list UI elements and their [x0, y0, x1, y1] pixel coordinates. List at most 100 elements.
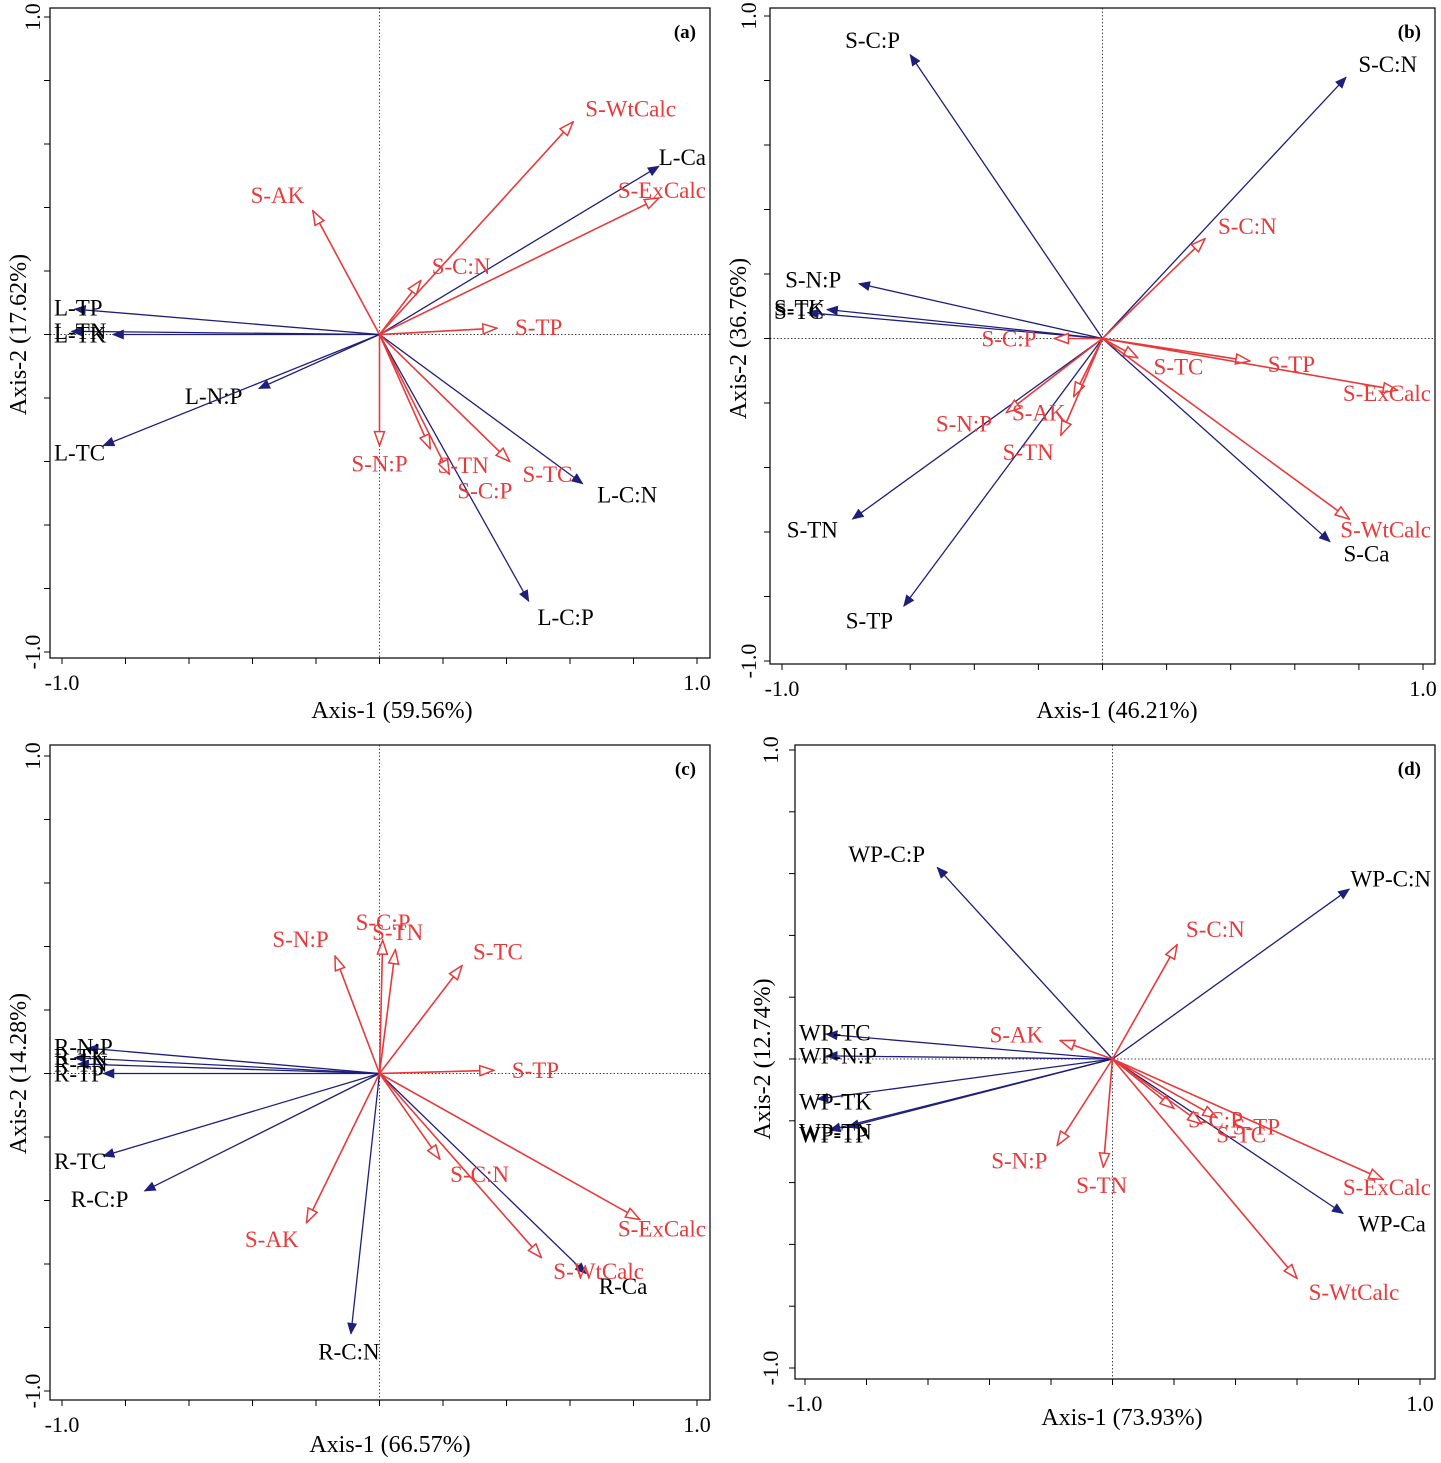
y-tick-label: 1.0 [736, 2, 761, 30]
environment-label-s-tn: S-TN [1003, 440, 1055, 465]
environment-vector-s-excalc [1102, 337, 1398, 391]
species-vector-wp-n-p [825, 1051, 1113, 1062]
environment-label-s-wtcalc: S-WtCalc [553, 1259, 644, 1284]
species-label-wp-ca: WP-Ca [1358, 1212, 1426, 1237]
environment-label-s-c-p: S-C:P [356, 910, 411, 935]
y-axis-title: Axis-2 (36.76%) [726, 258, 752, 419]
species-label-l-tc: L-TC [54, 440, 105, 465]
environment-label-s-c-n: S-C:N [450, 1162, 509, 1187]
environment-label-s-n-p: S-N:P [936, 412, 992, 437]
species-label-r-ca: R-Ca [599, 1274, 648, 1299]
environment-vector-s-n-p [1006, 337, 1103, 413]
environment-label-s-tn: S-TN [372, 920, 424, 945]
species-label-l-tp: L-TP [54, 296, 103, 321]
species-vector-wp-ca [1112, 1058, 1344, 1215]
species-vector-s-c-p [909, 53, 1104, 339]
species-vector-wp-c-n [1112, 888, 1351, 1060]
environment-vector-s-ak [1060, 1040, 1113, 1060]
species-vector-wp-tc [825, 1030, 1113, 1060]
species-label-wp-tn: WP-TN [799, 1119, 872, 1144]
panel-label: (a) [674, 22, 696, 43]
environment-label-s-tn: S-TN [1076, 1173, 1128, 1198]
species-vector-s-n-p [857, 281, 1103, 340]
species-label-wp-tc: WP-TC [799, 1021, 871, 1046]
y-axis-title: Axis-2 (17.62%) [6, 254, 32, 415]
x-tick-label: -1.0 [765, 676, 800, 701]
environment-label-s-ak: S-AK [990, 1022, 1044, 1047]
y-tick-label: -1.0 [736, 644, 761, 679]
species-label-l-c-n: L-C:N [597, 482, 657, 507]
environment-label-s-excalc: S-ExCalc [618, 1216, 706, 1241]
environment-vector-s-n-p [335, 956, 381, 1074]
species-vector-s-tk [825, 305, 1103, 340]
species-vector-s-c-n [1102, 76, 1347, 339]
species-label-l-n-p: L-N:P [185, 384, 243, 409]
species-label-s-c-n: S-C:N [1358, 52, 1417, 77]
environment-label-s-c-n: S-C:N [1186, 917, 1245, 942]
environment-label-s-ak: S-AK [251, 183, 305, 208]
x-tick-label: -1.0 [788, 1391, 823, 1416]
environment-label-s-c-n: S-C:N [432, 254, 491, 279]
environment-vector-s-wtcalc [378, 122, 574, 336]
environment-label-s-wtcalc: S-WtCalc [1309, 1280, 1400, 1305]
species-vector-r-c-p [143, 1072, 380, 1192]
species-label-r-c-p: R-C:P [71, 1187, 129, 1212]
species-vector-l-c-p [378, 334, 530, 603]
environment-label-s-tc: S-TC [1216, 1122, 1266, 1147]
species-label-s-tp: S-TP [846, 609, 893, 634]
environment-vector-s-tc [1102, 337, 1138, 358]
environment-label-s-excalc: S-ExCalc [1343, 1175, 1431, 1200]
environment-label-s-wtcalc: S-WtCalc [585, 96, 676, 121]
environment-vector-s-ak [306, 1073, 381, 1223]
environment-label-s-c-n: S-C:N [1218, 214, 1277, 239]
plot-frame [794, 744, 1436, 1380]
species-label-s-n-p: S-N:P [785, 268, 841, 293]
environment-vector-s-c-p [378, 334, 450, 475]
x-tick-label: 1.0 [1409, 676, 1437, 701]
environment-vector-s-tn [378, 950, 396, 1074]
species-vector-l-n-p [257, 333, 380, 390]
species-vector-s-tc [806, 308, 1103, 340]
species-vector-r-c-n [347, 1073, 381, 1335]
environment-vector-s-tn [378, 334, 431, 449]
species-vector-l-tp [73, 305, 380, 336]
species-label-l-ca: L-Ca [659, 145, 706, 170]
species-vector-s-tp [903, 338, 1104, 607]
species-label-s-tc: S-TC [774, 299, 824, 324]
ordination-panel-3: -1.0 1.0 1.0 -1.0 Axis-1 (66.57%) Axis-2 (14.… [6, 742, 711, 1458]
environment-vector-s-tn [1061, 338, 1104, 436]
environment-vector-s-tp [379, 1070, 494, 1073]
species-label-l-c-p: L-C:P [538, 605, 594, 630]
environment-vector-s-excalc [1112, 1058, 1384, 1180]
species-vector-r-tk [73, 1053, 380, 1075]
x-tick-label: -1.0 [45, 1412, 80, 1437]
environment-label-s-c-p: S-C:P [457, 478, 512, 503]
environment-label-s-tp: S-TP [515, 315, 562, 340]
environment-vector-s-ak [313, 211, 381, 335]
ordination-panel-1: -1.0 1.0 1.0 -1.0 Axis-1 (59.56%) Axis-2 (17.… [6, 3, 711, 724]
environment-label-s-tc: S-TC [473, 939, 523, 964]
environment-vector-s-tp [1112, 1058, 1218, 1118]
y-axis-title: Axis-2 (14.28%) [6, 993, 32, 1154]
species-vector-l-ca [379, 165, 660, 336]
y-tick-label: 1.0 [758, 736, 783, 764]
ordination-panel-4: -1.0 1.0 1.0 -1.0 Axis-1 (73.93%) Axis-2 (12.… [750, 736, 1436, 1431]
environment-label-s-tp: S-TP [1233, 1115, 1280, 1140]
x-axis-title: Axis-1 (73.93%) [1041, 1405, 1202, 1431]
environment-vector-s-excalc [379, 1072, 640, 1220]
y-tick-label: 1.0 [20, 3, 45, 31]
environment-vector-s-c-p [380, 940, 383, 1074]
panel-label: (d) [1398, 759, 1421, 780]
species-vector-r-tc [102, 1072, 380, 1158]
environment-vector-s-c-n [378, 281, 421, 335]
environment-vector-s-n-p [1057, 1058, 1114, 1146]
environment-vector-s-c-n [1111, 945, 1178, 1060]
species-label-r-tp: R-TP [54, 1062, 104, 1087]
x-tick-label: 1.0 [1406, 1391, 1434, 1416]
x-axis-title: Axis-1 (46.21%) [1036, 698, 1197, 724]
species-label-wp-n-p: WP-N:P [799, 1044, 877, 1069]
species-vector-r-n-p [86, 1044, 380, 1075]
species-vector-r-ca [379, 1073, 587, 1275]
species-vector-l-c-n [379, 333, 584, 485]
